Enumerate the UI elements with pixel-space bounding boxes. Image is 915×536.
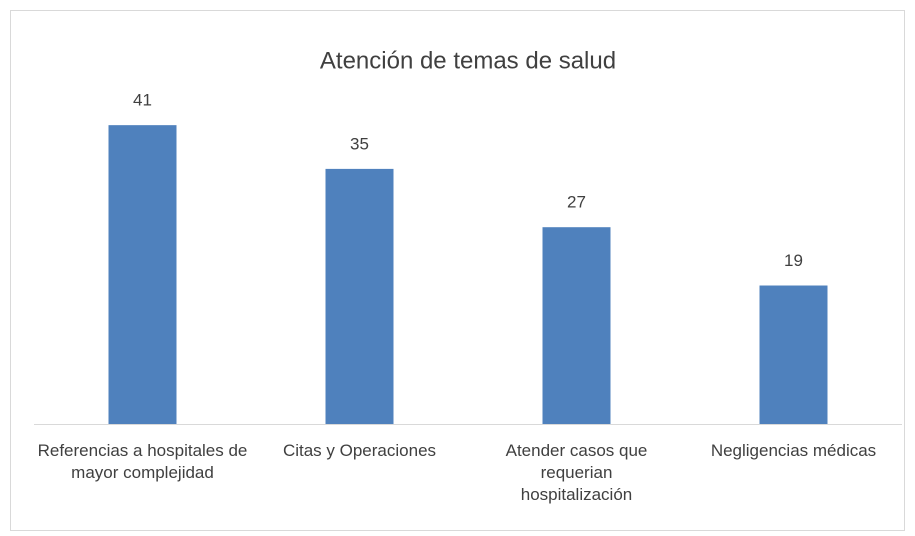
x-tick-label: Negligencias médicas <box>710 441 877 460</box>
x-tick-label: Referencias a hospitales de mayor comple… <box>37 441 248 482</box>
data-label: 27 <box>567 193 586 212</box>
bar <box>108 125 177 425</box>
x-tick-label: Atender casos que requerian hospitalizac… <box>505 441 648 504</box>
x-tick-label: Citas y Operaciones <box>282 441 437 460</box>
bar <box>325 168 394 424</box>
bar <box>759 285 828 424</box>
chart-title: Atención de temas de salud <box>320 47 616 74</box>
data-label: 19 <box>784 251 803 270</box>
bar <box>542 227 611 424</box>
data-label: 41 <box>133 91 152 110</box>
data-label: 35 <box>350 134 369 153</box>
